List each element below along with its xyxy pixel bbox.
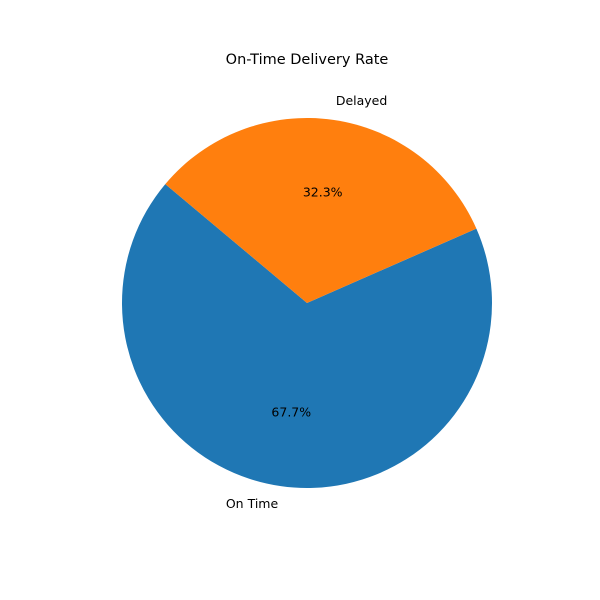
pie-slice-on-time <box>121 184 493 488</box>
slice-label-on-time: On Time <box>226 496 279 511</box>
pie-slice-delayed <box>165 118 477 303</box>
slice-label-delayed: Delayed <box>336 93 387 108</box>
slice-percent-on-time: 67.7% <box>271 404 311 419</box>
pie-group: On Time 67.7% Delayed 32.3% <box>121 93 493 511</box>
slice-percent-delayed: 32.3% <box>303 185 343 200</box>
chart-title: On-Time Delivery Rate <box>226 52 389 68</box>
